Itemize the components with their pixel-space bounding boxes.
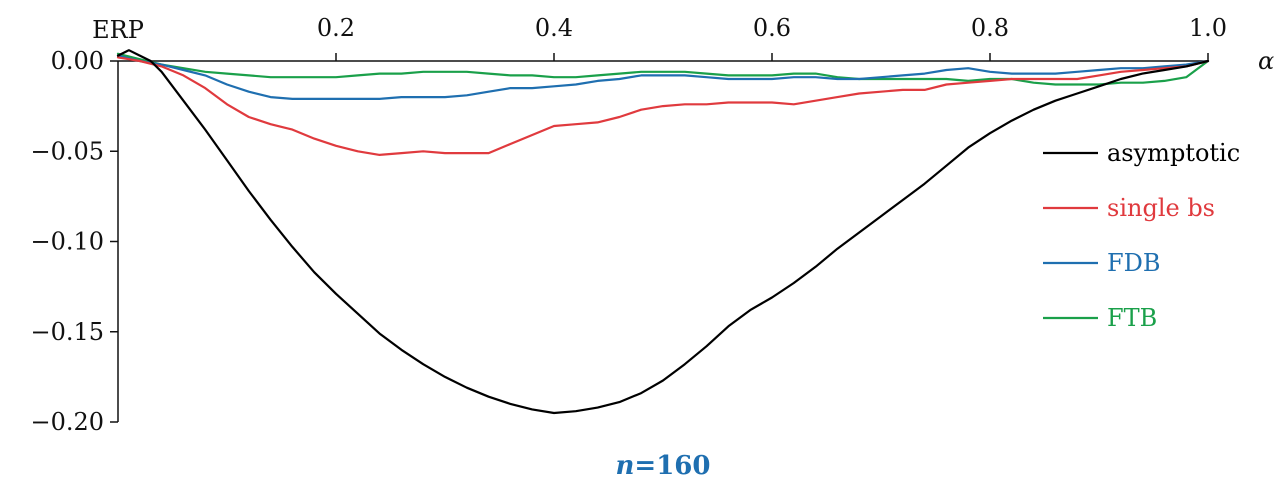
y-tick-label: −0.10 [30, 228, 104, 256]
series-line-asymptotic [116, 49, 1210, 415]
axes: ERP α [92, 16, 1274, 422]
y-tick-label: −0.20 [30, 408, 104, 436]
chart-caption: n=160 [616, 451, 711, 481]
y-ticks: 0.00 −0.05 −0.10 −0.15 −0.20 [30, 47, 118, 436]
legend-label-single-bs: single bs [1107, 194, 1215, 222]
series-line-fdb [116, 54, 1210, 101]
legend-label-ftb: FTB [1107, 304, 1157, 332]
legend-label-asymptotic: asymptotic [1107, 139, 1240, 167]
legend-label-fdb: FDB [1107, 249, 1161, 277]
series-line-ftb [116, 52, 1210, 86]
legend: asymptotic single bs FDB FTB [1043, 139, 1240, 332]
x-tick-label: 0.2 [317, 14, 355, 42]
y-tick-label: −0.15 [30, 318, 104, 346]
x-axis-label: α [1258, 47, 1274, 75]
y-tick-label: 0.00 [51, 47, 104, 75]
x-tick-label: 1.0 [1189, 14, 1227, 42]
x-tick-label: 0.4 [535, 14, 573, 42]
x-tick-label: 0.8 [971, 14, 1009, 42]
x-ticks: 0.2 0.4 0.6 0.8 1.0 [317, 14, 1227, 61]
y-tick-label: −0.05 [30, 137, 104, 165]
x-tick-label: 0.6 [753, 14, 791, 42]
x-origin-label: ERP [92, 16, 144, 44]
series-lines [116, 49, 1210, 415]
series-line-single-bs [116, 56, 1210, 156]
